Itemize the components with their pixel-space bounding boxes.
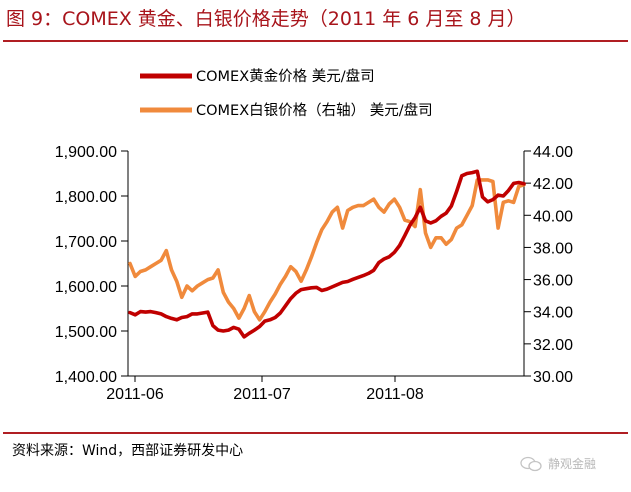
legend-label-silver: COMEX白银价格（右轴） 美元/盘司 [196, 101, 433, 119]
y-right-tick-label: 34.00 [533, 305, 573, 322]
x-tick-label: 2011-08 [366, 386, 424, 403]
y-left-tick-label: 1,800.00 [55, 189, 117, 206]
source-note: 资料来源：Wind，西部证券研发中心 [12, 443, 244, 459]
legend-label-gold: COMEX黄金价格 美元/盘司 [196, 67, 375, 85]
chart-legend: COMEX黄金价格 美元/盘司 COMEX白银价格（右轴） 美元/盘司 [140, 67, 433, 119]
y-left-tick-label: 1,700.00 [55, 234, 117, 251]
silver-price-line [128, 178, 526, 322]
y-right-tick-label: 44.00 [533, 144, 573, 161]
footer-divider [3, 432, 628, 434]
wechat-icon [520, 456, 542, 472]
chart-title: 图 9：COMEX 黄金、白银价格走势（2011 年 6 月至 8 月） [6, 8, 526, 30]
x-tick-label: 2011-06 [106, 386, 164, 403]
y-right-tick-label: 36.00 [533, 273, 573, 290]
y-right-tick-label: 40.00 [533, 208, 573, 225]
watermark: 静观金融 [548, 457, 597, 471]
y-left-tick-label: 1,600.00 [55, 279, 117, 296]
y-right-tick-label: 30.00 [533, 369, 573, 386]
chart-axes: 1,400.00 1,500.00 1,600.00 1,700.00 1,800.00… [55, 144, 573, 403]
y-left-tick-label: 1,400.00 [55, 369, 117, 386]
y-left-tick-label: 1,900.00 [55, 144, 117, 161]
y-right-tick-label: 38.00 [533, 240, 573, 257]
y-left-tick-label: 1,500.00 [55, 324, 117, 341]
gold-price-line [128, 169, 526, 339]
title-divider [3, 40, 628, 42]
x-tick-label: 2011-07 [233, 386, 291, 403]
chart-canvas: COMEX黄金价格 美元/盘司 COMEX白银价格（右轴） 美元/盘司 1,40… [55, 67, 573, 403]
y-right-tick-label: 42.00 [533, 176, 573, 193]
chart-series [128, 169, 526, 339]
y-right-tick-label: 32.00 [533, 337, 573, 354]
